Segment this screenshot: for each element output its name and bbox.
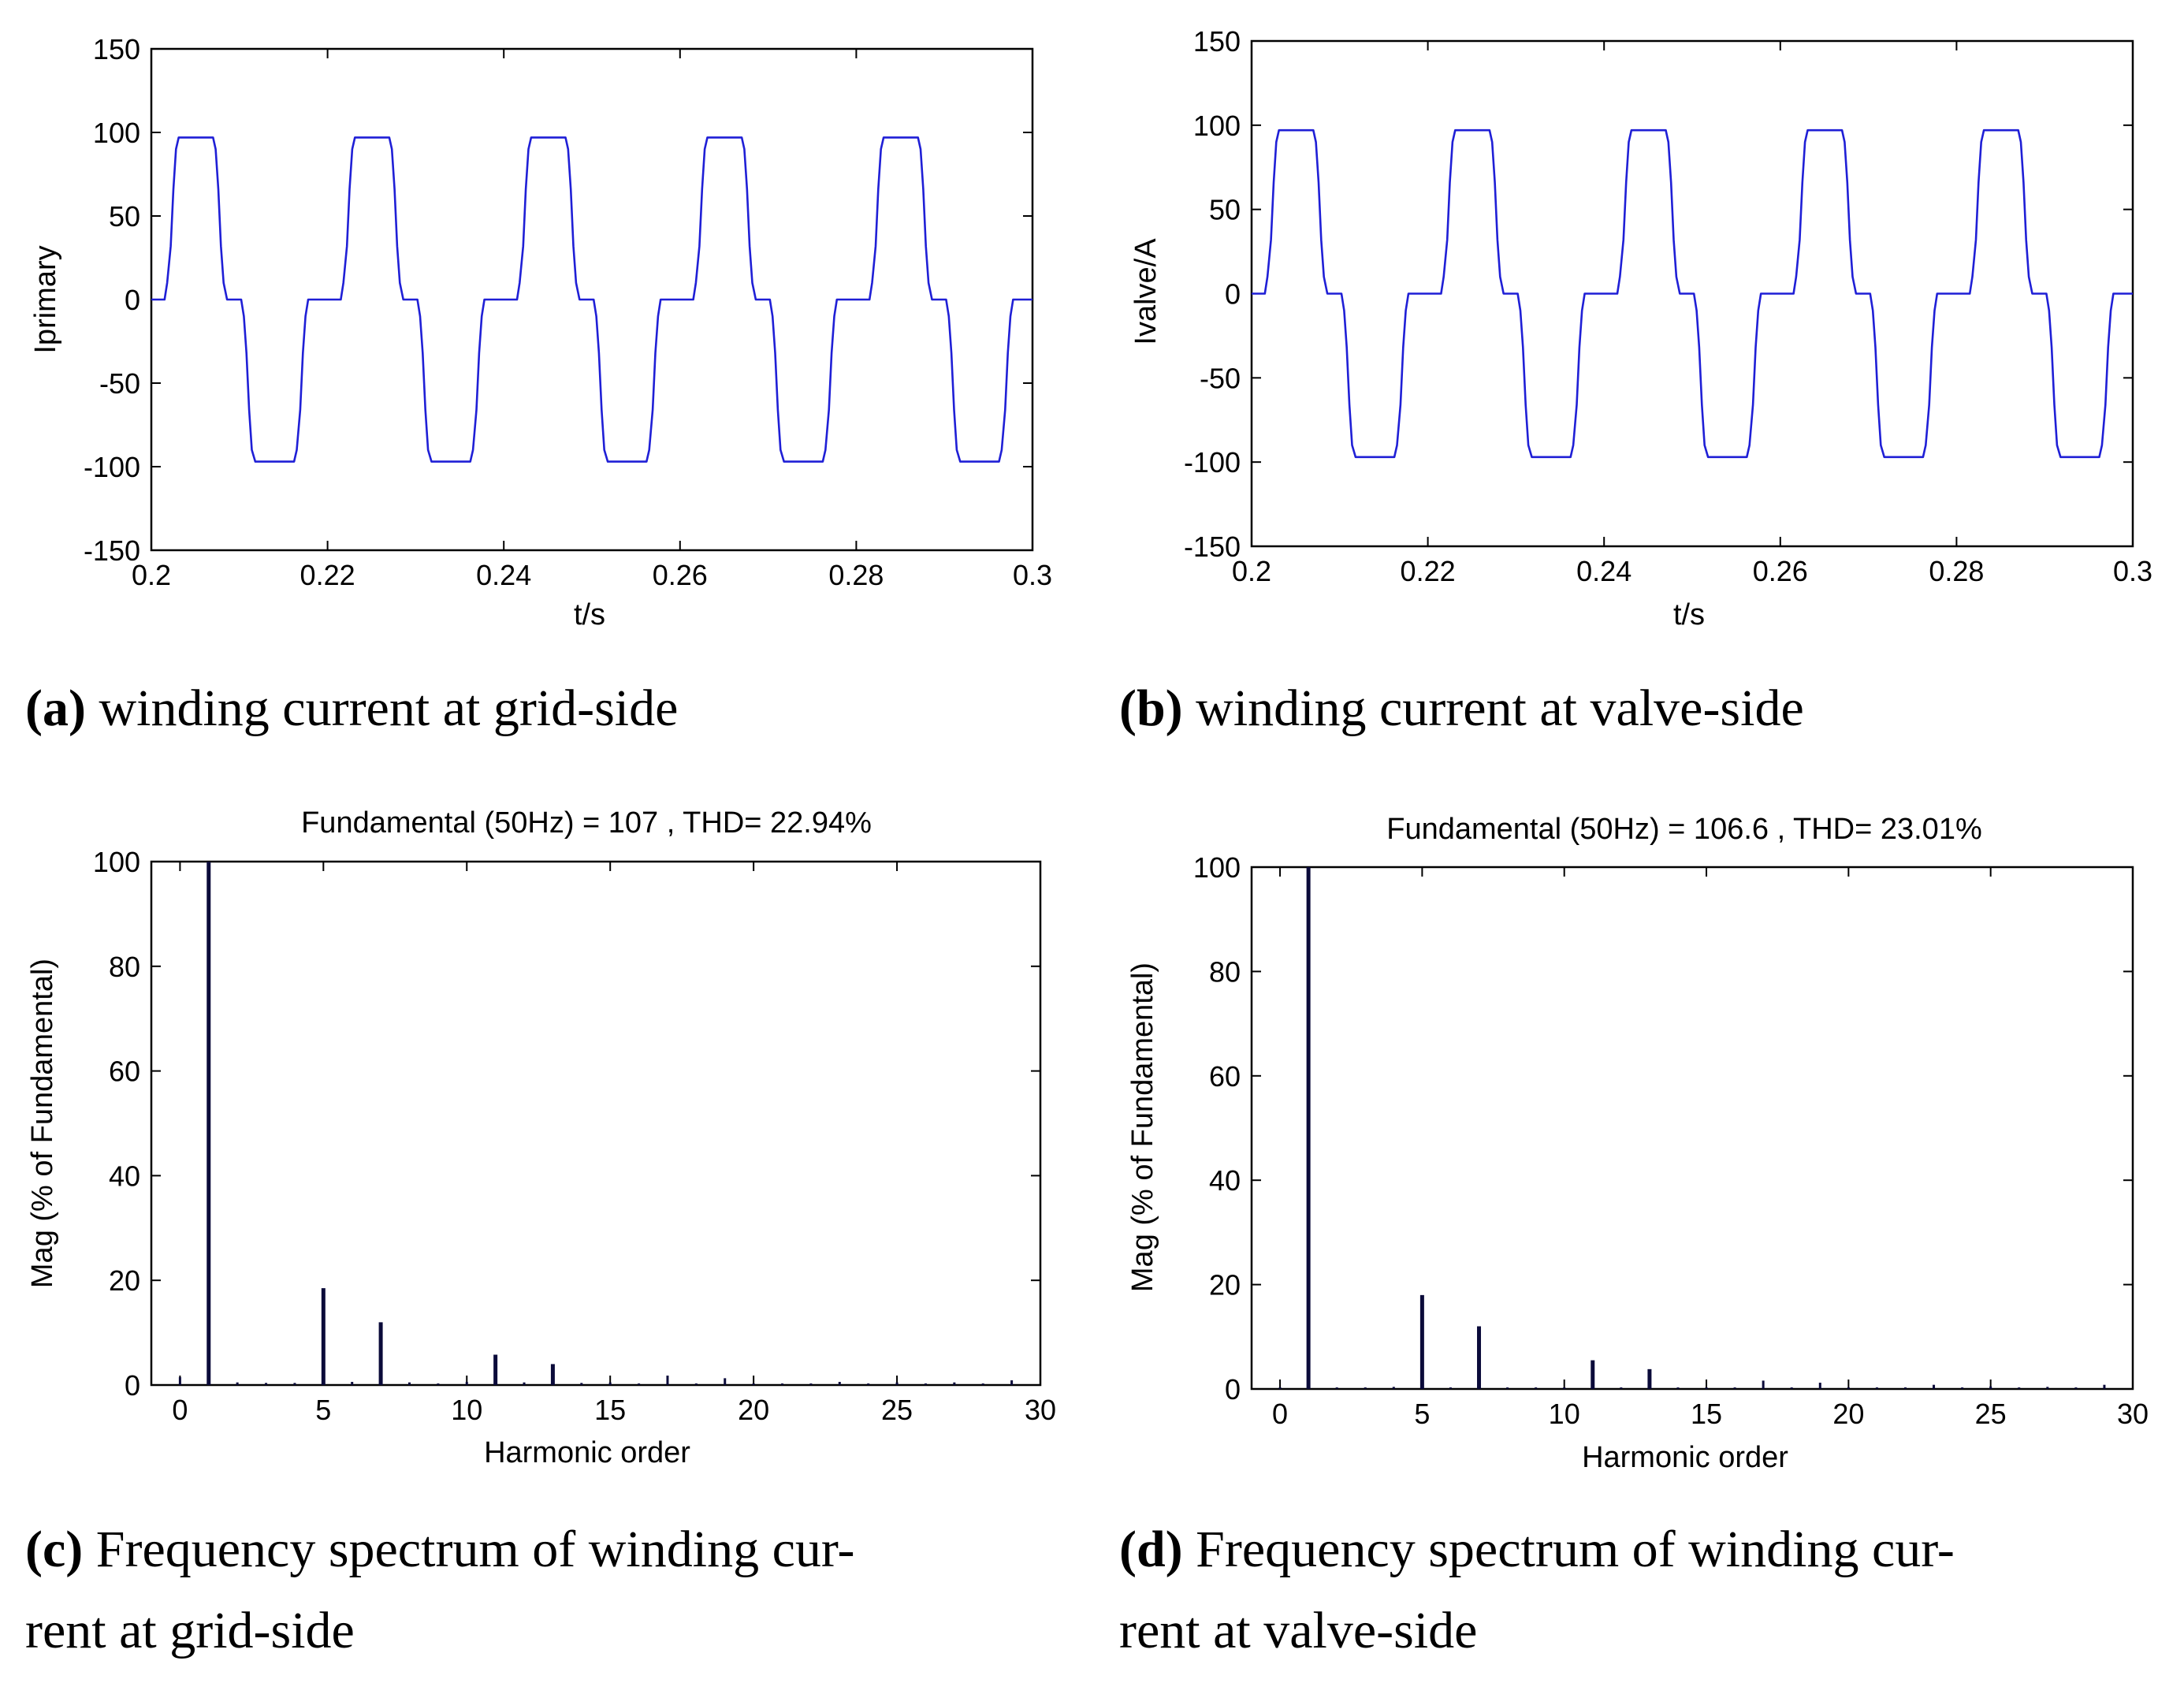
panel-c-caption-label: (c) [25, 1521, 83, 1578]
panel-a-caption-text [86, 680, 99, 737]
panel-d-xtick-label: 25 [1975, 1398, 2007, 1430]
panel-a-ytick-label: -150 [84, 534, 140, 567]
panel-a-y-axis-label: Iprimary [29, 245, 62, 353]
panel-c-ytick-label: 60 [109, 1056, 140, 1088]
panel-b-x-axis-label: t/s [1673, 598, 1705, 631]
panel-b-ytick-label: 100 [1193, 110, 1241, 142]
panel-d-bars [1278, 867, 2106, 1389]
panel-b-xtick-label: 0.28 [1929, 555, 1984, 587]
panel-c-ytick-label: 20 [109, 1264, 140, 1297]
panel-d-caption: (d) Frequency spectrum of winding cur- [1119, 1521, 1955, 1578]
panel-b-xtick-label: 0.3 [2113, 555, 2152, 587]
panel-c-ytick-label: 100 [93, 846, 140, 878]
panel-b: 0.2 0.22 0.24 0.26 0.28 0.3 150 100 50 0 -50 -100 -1… [1119, 25, 2152, 737]
panel-b-y-axis-label: Ivalve/A [1129, 238, 1163, 345]
panel-b-xtick-label: 0.26 [1753, 555, 1808, 587]
panel-c-tick-labels: 0 5 10 15 20 25 30 100 80 60 40 20 0 [93, 846, 1056, 1426]
panel-d-ytick-label: 60 [1209, 1060, 1241, 1093]
panel-b-caption-text [1183, 680, 1196, 737]
panel-b-xtick-label: 0.24 [1576, 555, 1631, 587]
panel-d-y-axis-label: Mag (% of Fundamental) [1126, 963, 1159, 1292]
panel-c-plot-frame [150, 860, 1042, 1387]
panel-c-ytick-label: 40 [109, 1160, 140, 1192]
panel-c-ytick-label: 80 [109, 951, 140, 983]
panel-b-caption-label: (b) [1119, 680, 1183, 737]
panel-c-ytick-label: 0 [125, 1369, 140, 1402]
panel-a-xtick-label: 0.22 [300, 559, 355, 591]
panel-b-ytick-label: 150 [1193, 25, 1241, 58]
panel-d-ytick-label: 0 [1225, 1373, 1241, 1406]
panel-c-xtick-label: 0 [172, 1394, 188, 1426]
panel-d-caption-body: Frequency spectrum of winding cur- [1196, 1521, 1955, 1578]
panel-b-ytick-label: 0 [1225, 278, 1241, 311]
panel-c-xtick-label: 30 [1025, 1394, 1056, 1426]
panel-b-tick-labels: 0.2 0.22 0.24 0.26 0.28 0.3 150 100 50 0 -50 -100 -1… [1184, 25, 2152, 587]
panel-d-xtick-label: 5 [1414, 1398, 1430, 1430]
panel-d-ytick-label: 40 [1209, 1164, 1241, 1197]
panel-c-caption: (c) Frequency spectrum of winding cur- [25, 1521, 855, 1578]
panel-a-ytick-label: 50 [109, 200, 140, 233]
panel-d-ytick-label: 80 [1209, 955, 1241, 988]
panel-b-ytick-label: 50 [1209, 194, 1241, 226]
panel-d-tick-labels: 0 5 10 15 20 25 30 100 80 60 40 20 0 [1193, 851, 2149, 1430]
panel-b-ytick-label: -100 [1184, 446, 1241, 478]
panel-d-caption-text [1183, 1521, 1196, 1578]
panel-a-ytick-label: -50 [99, 367, 140, 400]
panel-b-xtick-label: 0.22 [1401, 555, 1456, 587]
panel-a-caption: (a) winding current at grid-side [25, 680, 678, 737]
panel-a-ytick-label: -100 [84, 451, 140, 483]
panel-d-title: Fundamental (50Hz) = 106.6 , THD= 23.01% [1386, 813, 1982, 846]
panel-c-caption-line2: rent at grid-side [25, 1602, 355, 1659]
panel-d-plot-frame [1250, 866, 2134, 1391]
panel-b-xtick-label: 0.2 [1232, 555, 1271, 587]
panel-b-caption-body: winding current at valve-side [1196, 680, 1804, 737]
panel-c-axis-ticks [151, 861, 1041, 1386]
panel-d-ytick-label: 20 [1209, 1269, 1241, 1301]
panel-a-tick-labels: 0.2 0.22 0.24 0.26 0.28 0.3 150 100 50 0 -50 -100 -1… [84, 33, 1052, 591]
panel-c-xtick-label: 20 [738, 1394, 769, 1426]
panel-b-ytick-label: -150 [1184, 531, 1241, 563]
panel-b-current-wave [1252, 128, 2133, 459]
panel-a-x-axis-label: t/s [574, 598, 605, 631]
panel-c-xtick-label: 15 [594, 1394, 626, 1426]
panel-a-current-wave [151, 136, 1032, 463]
panel-d-xtick-label: 30 [2117, 1398, 2149, 1430]
panel-b-caption: (b) winding current at valve-side [1119, 680, 1804, 737]
panel-c-caption-body: Frequency spectrum of winding cur- [96, 1521, 855, 1578]
panel-a-xtick-label: 0.26 [653, 559, 708, 591]
panel-c-y-axis-label: Mag (% of Fundamental) [26, 959, 59, 1288]
panel-d-xtick-label: 10 [1549, 1398, 1580, 1430]
panel-c-x-axis-label: Harmonic order [484, 1436, 690, 1469]
panel-a: 0.2 0.22 0.24 0.26 0.28 0.3 150 100 50 0 -50 -100 -1… [25, 33, 1052, 737]
panel-c-caption-text [83, 1521, 96, 1578]
panel-c-xtick-label: 5 [315, 1394, 331, 1426]
panel-d-axis-ticks [1252, 866, 2134, 1390]
panel-d-xtick-label: 0 [1272, 1398, 1288, 1430]
panel-c-xtick-label: 10 [451, 1394, 482, 1426]
panel-c: Fundamental (50Hz) = 107 , THD= 22.94% 0… [25, 806, 1056, 1659]
panel-a-caption-body: winding current at grid-side [99, 680, 678, 737]
panel-a-ytick-label: 100 [93, 117, 140, 149]
panel-d-ytick-label: 100 [1193, 851, 1241, 884]
panel-c-title: Fundamental (50Hz) = 107 , THD= 22.94% [301, 806, 872, 840]
panel-d-xtick-label: 20 [1832, 1398, 1864, 1430]
panel-b-ytick-label: -50 [1200, 362, 1241, 394]
panel-d-xtick-label: 15 [1691, 1398, 1722, 1430]
panel-a-xtick-label: 0.24 [476, 559, 531, 591]
panel-a-caption-label: (a) [25, 680, 86, 737]
panel-d-caption-line2: rent at valve-side [1119, 1602, 1477, 1659]
panel-a-ytick-label: 150 [93, 33, 140, 65]
panel-c-xtick-label: 25 [881, 1394, 913, 1426]
panel-c-bars [178, 862, 1014, 1385]
panel-d-caption-label: (d) [1119, 1521, 1183, 1578]
panel-d: Fundamental (50Hz) = 106.6 , THD= 23.01%… [1119, 813, 2149, 1659]
panel-a-xtick-label: 0.28 [828, 559, 884, 591]
panel-d-x-axis-label: Harmonic order [1582, 1441, 1788, 1474]
panel-a-xtick-label: 0.3 [1013, 559, 1052, 591]
panel-a-ytick-label: 0 [125, 284, 140, 316]
panel-a-xtick-label: 0.2 [132, 559, 171, 591]
